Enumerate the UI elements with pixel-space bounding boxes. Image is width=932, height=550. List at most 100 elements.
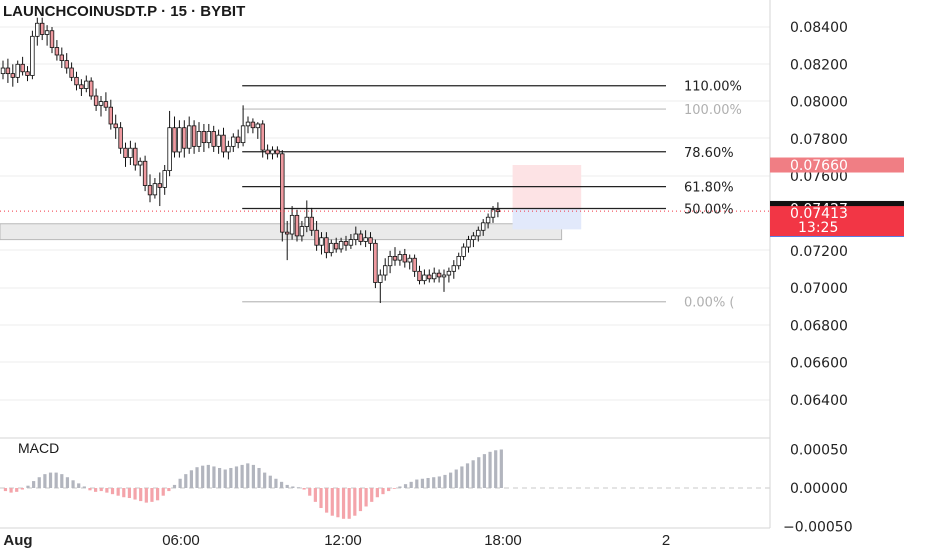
candle-body — [182, 127, 187, 149]
candle-body — [196, 131, 202, 147]
candle-body — [221, 134, 226, 153]
candle-body — [461, 246, 466, 257]
candle-body — [103, 101, 109, 108]
time-tick-label: 12:00 — [324, 532, 362, 549]
candle-body — [172, 127, 177, 153]
candle-body — [69, 67, 74, 78]
candle-body — [186, 125, 192, 149]
macd-histogram-bar — [15, 488, 19, 492]
candle-body — [260, 123, 265, 151]
candle-body — [382, 265, 388, 276]
macd-histogram-bar — [172, 484, 177, 488]
macd-histogram-bar — [82, 486, 86, 488]
macd-histogram-bar — [296, 487, 301, 489]
macd-histogram-bar — [105, 488, 109, 493]
macd-axis: 0.00050 0.00000 −0.00050 — [783, 443, 853, 536]
candle-body — [49, 30, 55, 48]
candle-body — [314, 229, 319, 246]
macd-histogram-bar — [99, 488, 103, 492]
candle-body — [333, 242, 339, 250]
macd-histogram-bar — [291, 486, 295, 488]
macd-histogram-bar — [471, 460, 475, 488]
macd-histogram-bar — [358, 488, 363, 512]
macd-histogram-bar — [43, 474, 47, 488]
fib-level-label: 100.00% — [684, 103, 742, 118]
macd-histogram-bar — [54, 472, 58, 488]
candle-body — [417, 270, 422, 282]
candle-body — [0, 67, 6, 75]
candle-body — [98, 101, 104, 106]
macd-histogram-bar — [460, 466, 464, 488]
candle-body — [235, 136, 241, 144]
candle-body — [343, 241, 349, 246]
candle-body — [299, 226, 305, 237]
macd-histogram-bar — [229, 467, 233, 488]
candle-body — [280, 153, 285, 233]
time-tick-label: Aug — [3, 532, 32, 549]
macd-histogram-bar — [189, 470, 194, 488]
candle-body — [485, 216, 491, 224]
candle-body — [476, 229, 481, 237]
candle-body — [441, 274, 447, 278]
candle-body — [201, 131, 207, 144]
macd-histogram-bar — [20, 488, 24, 490]
price-tag-box — [770, 157, 904, 173]
candle-body — [59, 54, 64, 61]
time-tick-label: 2 — [662, 532, 670, 549]
price-tick-label: 0.07600 — [790, 169, 848, 185]
candle-body — [471, 235, 476, 241]
macd-histogram-bar — [415, 479, 419, 488]
candle-body — [431, 272, 437, 280]
candle-body — [353, 233, 358, 241]
candle-body — [167, 127, 172, 172]
macd-histogram-bar — [432, 477, 436, 488]
candle-body — [407, 257, 412, 263]
macd-histogram-bar — [77, 483, 81, 488]
macd-histogram-bar — [48, 472, 53, 488]
candle-body — [10, 73, 15, 78]
candle-body — [79, 84, 84, 89]
candle-body — [373, 242, 378, 283]
macd-histogram-bar — [263, 472, 267, 488]
macd-histogram-bar — [449, 472, 453, 488]
candle-layer — [0, 17, 501, 304]
macd-histogram-bar — [420, 478, 425, 488]
macd-histogram-bar — [268, 475, 272, 488]
macd-tick-label: −0.00050 — [783, 520, 853, 536]
candle-body — [255, 123, 260, 129]
macd-histogram-bar — [217, 467, 222, 488]
macd-histogram-bar — [88, 488, 92, 491]
macd-histogram-bar — [353, 488, 357, 516]
macd-histogram-bar — [206, 464, 210, 488]
fib-level-label: 50.00% — [684, 202, 734, 217]
candle-body — [113, 123, 118, 129]
candle-body — [147, 185, 153, 196]
candle-body — [152, 183, 158, 196]
price-tag-label: 0.07660 — [790, 158, 848, 174]
time-axis[interactable]: Aug 06:00 12:00 18:00 2 — [3, 532, 670, 549]
candle-body — [275, 149, 280, 155]
candle-body — [20, 63, 25, 73]
candle-body — [44, 30, 50, 35]
price-axis[interactable]: 0.08400 0.08200 0.08000 0.07800 0.07600 0.072… — [790, 20, 848, 409]
candle-body — [363, 237, 368, 242]
candle-body — [30, 35, 35, 76]
macd-histogram-bar — [370, 488, 374, 502]
macd-histogram-bar — [257, 467, 261, 488]
candle-body — [157, 183, 162, 188]
price-tick-label: 0.08200 — [790, 57, 848, 73]
macd-histogram-bar — [482, 454, 487, 488]
macd-histogram-bar — [330, 488, 334, 516]
candle-body — [329, 242, 334, 254]
macd-histogram-bar — [494, 450, 498, 488]
candle-body — [15, 63, 20, 78]
candle-body — [5, 67, 11, 75]
macd-histogram-bar — [71, 480, 75, 488]
candle-body — [245, 121, 251, 127]
macd-histogram-bar — [409, 481, 413, 488]
position-layer — [512, 165, 582, 230]
macd-tick-label: 0.00000 — [790, 481, 848, 497]
candle-body — [358, 233, 363, 242]
candle-body — [387, 255, 393, 267]
